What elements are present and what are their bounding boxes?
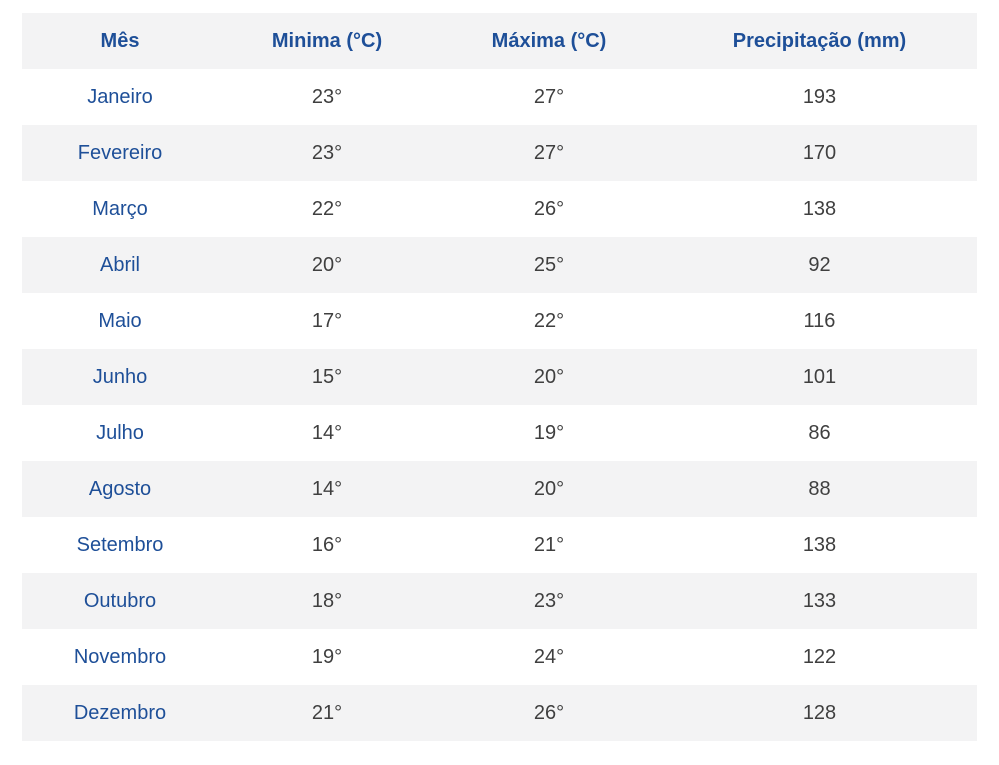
max-temp-cell: 22° [533, 309, 565, 332]
max-temp-cell: 25° [533, 253, 565, 276]
precipitation-cell: 128 [802, 701, 837, 724]
table-row: Março 22° 26° 138 [22, 181, 977, 237]
precipitation-cell: 138 [802, 533, 837, 556]
table-row: Setembro 16° 21° 138 [22, 517, 977, 573]
precipitation-cell: 92 [808, 253, 831, 276]
header-precipitation: Precipitação (mm) [732, 29, 907, 52]
max-temp-cell: 20° [533, 477, 565, 500]
climate-table: Mês Minima (°C) Máxima (°C) Precipitação… [22, 13, 977, 741]
min-temp-cell: 16° [311, 533, 343, 556]
month-cell: Abril [99, 253, 140, 276]
table-row: Maio 17° 22° 116 [22, 293, 977, 349]
min-temp-cell: 17° [311, 309, 343, 332]
month-cell: Fevereiro [77, 141, 163, 164]
min-temp-cell: 23° [311, 141, 343, 164]
table-row: Junho 15° 20° 101 [22, 349, 977, 405]
min-temp-cell: 14° [311, 421, 343, 444]
precipitation-cell: 193 [802, 85, 837, 108]
table-body: Janeiro 23° 27° 193 Fevereiro 23° 27° 170 Março 2… [22, 69, 977, 741]
table-row: Novembro 19° 24° 122 [22, 629, 977, 685]
precipitation-cell: 133 [802, 589, 837, 612]
month-cell: Dezembro [73, 701, 167, 724]
header-row: Mês Minima (°C) Máxima (°C) Precipitação… [22, 13, 977, 69]
month-cell: Setembro [76, 533, 164, 556]
min-temp-cell: 15° [311, 365, 343, 388]
table-row: Outubro 18° 23° 133 [22, 573, 977, 629]
month-cell: Outubro [83, 589, 157, 612]
table-row: Fevereiro 23° 27° 170 [22, 125, 977, 181]
month-cell: Março [92, 197, 148, 220]
max-temp-cell: 26° [533, 197, 565, 220]
table-row: Abril 20° 25° 92 [22, 237, 977, 293]
table-header: Mês Minima (°C) Máxima (°C) Precipitação… [22, 13, 977, 69]
min-temp-cell: 20° [311, 253, 343, 276]
precipitation-cell: 138 [802, 197, 837, 220]
month-cell: Novembro [73, 645, 167, 668]
min-temp-cell: 19° [311, 645, 343, 668]
month-cell: Janeiro [87, 85, 153, 108]
month-cell: Agosto [88, 477, 152, 500]
min-temp-cell: 23° [311, 85, 343, 108]
precipitation-cell: 88 [808, 477, 831, 500]
max-temp-cell: 21° [533, 533, 565, 556]
min-temp-cell: 14° [311, 477, 343, 500]
header-min-temp: Minima (°C) [271, 29, 383, 52]
month-cell: Julho [96, 421, 144, 444]
month-cell: Junho [92, 365, 148, 388]
min-temp-cell: 22° [311, 197, 343, 220]
max-temp-cell: 26° [533, 701, 565, 724]
precipitation-cell: 170 [802, 141, 837, 164]
max-temp-cell: 27° [533, 141, 565, 164]
header-max-temp: Máxima (°C) [491, 29, 607, 52]
min-temp-cell: 21° [311, 701, 343, 724]
precipitation-cell: 122 [802, 645, 837, 668]
max-temp-cell: 19° [533, 421, 565, 444]
table-row: Agosto 14° 20° 88 [22, 461, 977, 517]
max-temp-cell: 27° [533, 85, 565, 108]
table-row: Julho 14° 19° 86 [22, 405, 977, 461]
max-temp-cell: 23° [533, 589, 565, 612]
table-row: Dezembro 21° 26° 128 [22, 685, 977, 741]
min-temp-cell: 18° [311, 589, 343, 612]
max-temp-cell: 20° [533, 365, 565, 388]
precipitation-cell: 86 [808, 421, 831, 444]
month-cell: Maio [98, 309, 142, 332]
max-temp-cell: 24° [533, 645, 565, 668]
header-month: Mês [100, 29, 140, 52]
precipitation-cell: 116 [803, 309, 836, 332]
table-row: Janeiro 23° 27° 193 [22, 69, 977, 125]
precipitation-cell: 101 [802, 365, 837, 388]
